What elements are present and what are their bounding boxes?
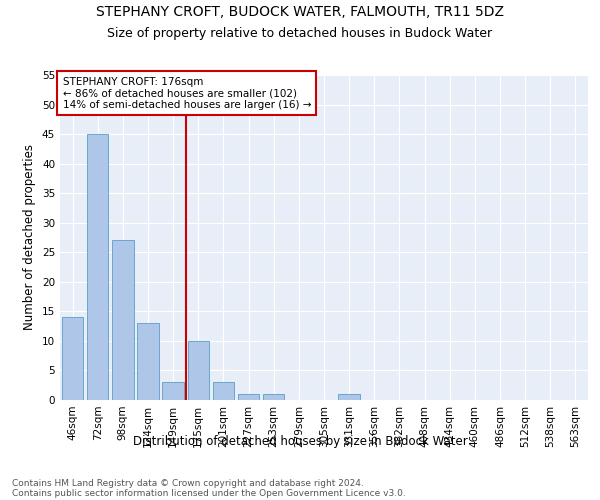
Bar [188, 341, 209, 400]
Text: Size of property relative to detached houses in Budock Water: Size of property relative to detached ho… [107, 28, 493, 40]
Bar [338, 394, 360, 400]
Text: Distribution of detached houses by size in Budock Water: Distribution of detached houses by size … [133, 435, 467, 448]
Y-axis label: Number of detached properties: Number of detached properties [23, 144, 37, 330]
Bar [62, 318, 83, 400]
Bar [163, 382, 184, 400]
Bar [112, 240, 134, 400]
Text: STEPHANY CROFT: 176sqm
← 86% of detached houses are smaller (102)
14% of semi-de: STEPHANY CROFT: 176sqm ← 86% of detached… [62, 76, 311, 110]
Text: Contains public sector information licensed under the Open Government Licence v3: Contains public sector information licen… [12, 488, 406, 498]
Bar [263, 394, 284, 400]
Bar [137, 323, 158, 400]
Text: Contains HM Land Registry data © Crown copyright and database right 2024.: Contains HM Land Registry data © Crown c… [12, 478, 364, 488]
Bar [87, 134, 109, 400]
Bar [238, 394, 259, 400]
Text: STEPHANY CROFT, BUDOCK WATER, FALMOUTH, TR11 5DZ: STEPHANY CROFT, BUDOCK WATER, FALMOUTH, … [96, 5, 504, 19]
Bar [213, 382, 234, 400]
